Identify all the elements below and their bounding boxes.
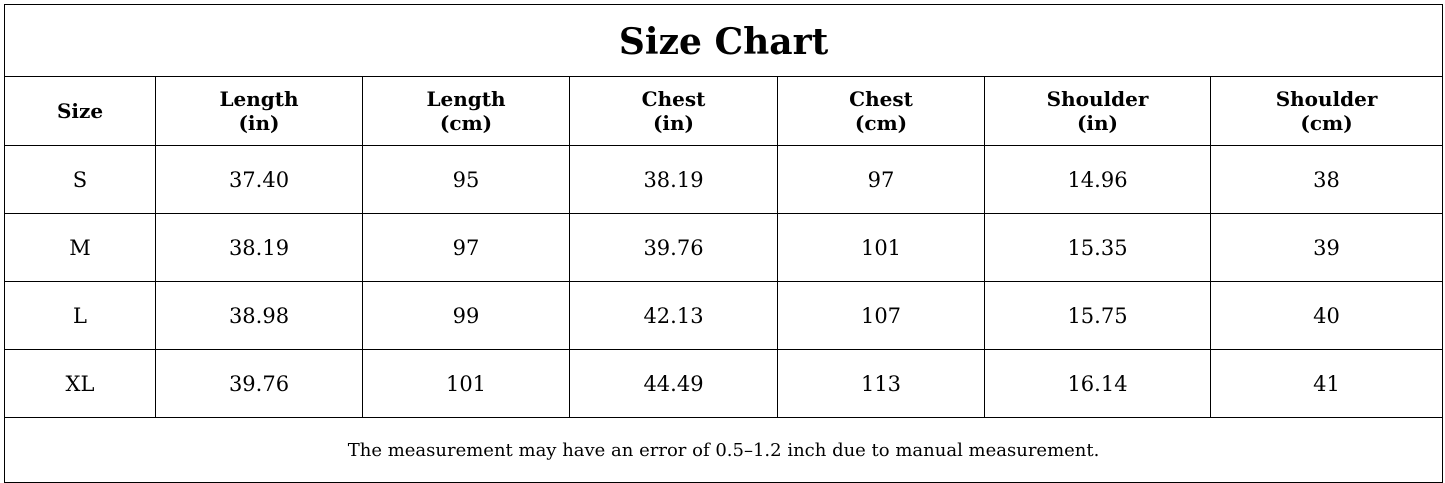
table-cell: 41: [1209, 349, 1444, 418]
header-line: (cm): [854, 111, 908, 135]
table-cell: 38.19: [155, 213, 363, 282]
header-line: (in): [1076, 111, 1119, 135]
table-cell: 38.98: [155, 281, 363, 350]
table-cell: 101: [777, 213, 985, 282]
header-line: Shoulder: [1275, 87, 1378, 111]
table-cell: L: [4, 281, 156, 350]
table-cell: 37.40: [155, 145, 363, 214]
column-header: Shoulder (in): [984, 76, 1211, 146]
table-cell: 97: [362, 213, 570, 282]
table-cell: 97: [777, 145, 985, 214]
table-cell: S: [4, 145, 156, 214]
column-header: Shoulder (cm): [1209, 76, 1444, 146]
table-cell: 15.35: [984, 213, 1211, 282]
header-row: Size Length (in) Length (cm) Chest (in) Chest (c…: [4, 76, 1444, 146]
table-row: M 38.19 97 39.76 101 15.35 39: [4, 213, 1444, 282]
column-header: Size: [4, 76, 156, 146]
table-title: Size Chart: [3, 4, 1444, 77]
table-cell: 99: [362, 281, 570, 350]
header-line: Length: [426, 87, 506, 111]
column-header: Chest (in): [569, 76, 778, 146]
header-line: Size: [56, 99, 104, 123]
table-cell: 113: [777, 349, 985, 418]
table-row: XL 39.76 101 44.49 113 16.14 41: [4, 349, 1444, 418]
header-line: (in): [652, 111, 695, 135]
table-cell: 40: [1209, 281, 1444, 350]
header-line: (cm): [1300, 111, 1353, 135]
size-table: Size Chart Size Length (in) Length (cm) Chest…: [3, 4, 1444, 483]
header-line: Length: [219, 87, 299, 111]
table-cell: 39.76: [155, 349, 363, 418]
table-cell: 38: [1209, 145, 1444, 214]
table-cell: XL: [4, 349, 156, 418]
table-note: The measurement may have an error of 0.5…: [3, 417, 1444, 483]
table-cell: 101: [362, 349, 570, 418]
header-line: (cm): [439, 111, 493, 135]
table-row: S 37.40 95 38.19 97 14.96 38: [4, 145, 1444, 214]
header-line: Shoulder: [1046, 87, 1149, 111]
table-cell: 14.96: [984, 145, 1211, 214]
column-header: Length (cm): [362, 76, 570, 146]
table-cell: 107: [777, 281, 985, 350]
column-header: Length (in): [155, 76, 363, 146]
table-cell: 95: [362, 145, 570, 214]
column-header: Chest (cm): [777, 76, 985, 146]
table-cell: 15.75: [984, 281, 1211, 350]
header-line: Chest: [641, 87, 706, 111]
table-cell: 38.19: [569, 145, 778, 214]
table-cell: 39: [1209, 213, 1444, 282]
table-cell: M: [4, 213, 156, 282]
table-body: S 37.40 95 38.19 97 14.96 38 M 38.19 97 39.76 101 15…: [4, 145, 1444, 418]
table-cell: 42.13: [569, 281, 778, 350]
header-line: (in): [238, 111, 280, 135]
table-cell: 16.14: [984, 349, 1211, 418]
header-line: Chest: [849, 87, 913, 111]
table-row: L 38.98 99 42.13 107 15.75 40: [4, 281, 1444, 350]
table-cell: 39.76: [569, 213, 778, 282]
table-cell: 44.49: [569, 349, 778, 418]
